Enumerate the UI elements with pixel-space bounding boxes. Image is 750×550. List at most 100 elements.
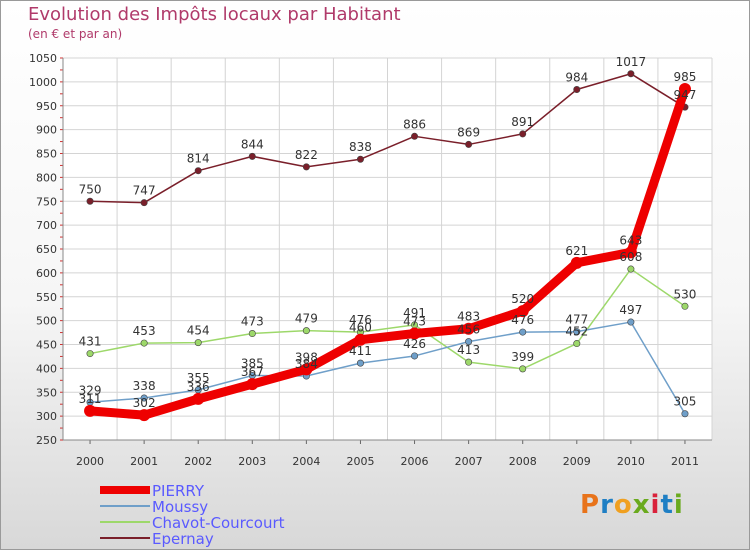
data-point-epernay <box>248 152 256 160</box>
data-point-chavot-courcourt <box>140 339 148 347</box>
data-label-chavot-courcourt: 413 <box>457 343 480 357</box>
data-point-chavot-courcourt <box>681 302 689 310</box>
y-tick-label: 1050 <box>29 52 57 65</box>
data-label-epernay: 750 <box>79 182 102 196</box>
data-point-moussy <box>465 338 473 346</box>
data-label-moussy: 385 <box>241 357 264 371</box>
data-point-pierry <box>678 83 691 96</box>
data-label-chavot-courcourt: 530 <box>674 287 697 301</box>
x-tick-label: 2002 <box>184 455 212 468</box>
data-label-chavot-courcourt: 473 <box>241 315 264 329</box>
data-point-chavot-courcourt <box>248 330 256 338</box>
data-label-pierry: 473 <box>403 315 426 329</box>
data-label-moussy: 329 <box>79 383 102 397</box>
data-label-pierry: 302 <box>133 396 156 410</box>
data-point-epernay <box>627 70 635 78</box>
data-point-epernay <box>302 163 310 171</box>
data-label-chavot-courcourt: 399 <box>511 350 534 364</box>
data-point-pierry <box>462 322 475 335</box>
data-label-epernay: 747 <box>133 184 156 198</box>
data-label-epernay: 1017 <box>616 55 647 69</box>
logo-letter: x <box>632 490 651 520</box>
data-label-pierry: 643 <box>619 233 642 247</box>
data-label-chavot-courcourt: 454 <box>187 324 210 338</box>
data-label-pierry: 367 <box>241 365 264 379</box>
data-point-moussy <box>356 359 364 367</box>
legend-label-epernay: Epernay <box>152 530 214 548</box>
legend-swatch-epernay <box>100 537 150 539</box>
data-point-pierry <box>570 256 583 269</box>
logo-letter: i <box>673 490 684 520</box>
data-point-chavot-courcourt <box>86 350 94 358</box>
data-point-chavot-courcourt <box>519 365 527 373</box>
y-tick-label: 800 <box>36 171 57 184</box>
data-label-epernay: 869 <box>457 125 480 139</box>
chart-subtitle: (en € et par an) <box>28 27 123 41</box>
y-tick-label: 1000 <box>29 76 57 89</box>
data-point-chavot-courcourt <box>627 265 635 273</box>
x-tick-label: 2003 <box>238 455 266 468</box>
y-tick-label: 650 <box>36 243 57 256</box>
logo-letter: o <box>613 490 633 520</box>
data-label-pierry: 311 <box>79 392 102 406</box>
x-tick-label: 2001 <box>130 455 158 468</box>
logo-letter: P <box>580 490 601 520</box>
data-label-epernay: 886 <box>403 117 426 131</box>
data-label-pierry: 460 <box>349 321 372 335</box>
data-point-pierry <box>354 333 367 346</box>
y-tick-label: 600 <box>36 267 57 280</box>
y-tick-label: 300 <box>36 410 57 423</box>
data-label-moussy: 305 <box>674 395 697 409</box>
data-label-moussy: 384 <box>295 357 318 371</box>
y-tick-label: 350 <box>36 386 57 399</box>
logo-letter: t <box>660 490 674 520</box>
y-tick-label: 250 <box>36 434 57 447</box>
legend-label-pierry: PIERRY <box>152 482 204 500</box>
data-label-moussy: 411 <box>349 344 372 358</box>
x-tick-label: 2000 <box>76 455 104 468</box>
data-label-moussy: 477 <box>565 313 588 327</box>
data-label-chavot-courcourt: 453 <box>133 324 156 338</box>
data-point-pierry <box>192 392 205 405</box>
data-label-chavot-courcourt: 431 <box>79 335 102 349</box>
data-point-epernay <box>194 167 202 175</box>
data-label-pierry: 483 <box>457 310 480 324</box>
y-tick-label: 450 <box>36 339 57 352</box>
data-point-pierry <box>624 246 637 259</box>
data-label-epernay: 814 <box>187 152 210 166</box>
data-point-pierry <box>246 378 259 391</box>
data-label-moussy: 476 <box>511 313 534 327</box>
data-label-moussy: 355 <box>187 371 210 385</box>
data-point-chavot-courcourt <box>573 340 581 348</box>
x-tick-label: 2007 <box>455 455 483 468</box>
data-point-epernay <box>356 155 364 163</box>
data-label-epernay: 891 <box>511 115 534 129</box>
data-point-pierry <box>408 327 421 340</box>
data-label-epernay: 844 <box>241 137 264 151</box>
y-tick-label: 700 <box>36 219 57 232</box>
data-point-epernay <box>465 140 473 148</box>
data-label-chavot-courcourt: 491 <box>403 306 426 320</box>
x-tick-label: 2008 <box>509 455 537 468</box>
x-tick-label: 2006 <box>401 455 429 468</box>
logo-letter: r <box>600 490 614 520</box>
y-tick-label: 500 <box>36 315 57 328</box>
legend-label-chavot-courcourt: Chavot-Courcourt <box>152 514 285 532</box>
x-tick-label: 2004 <box>292 455 320 468</box>
data-label-pierry: 398 <box>295 350 318 364</box>
data-point-pierry <box>516 305 529 318</box>
y-tick-label: 750 <box>36 195 57 208</box>
x-tick-label: 2009 <box>563 455 591 468</box>
data-label-epernay: 984 <box>565 71 588 85</box>
legend-swatch-pierry <box>100 486 150 494</box>
data-label-moussy: 497 <box>619 303 642 317</box>
data-point-moussy <box>140 394 148 402</box>
data-point-chavot-courcourt <box>194 339 202 347</box>
data-label-epernay: 822 <box>295 148 318 162</box>
y-tick-label: 900 <box>36 124 57 137</box>
data-point-epernay <box>411 132 419 140</box>
data-point-pierry <box>84 404 97 417</box>
data-label-pierry: 520 <box>511 292 534 306</box>
data-label-chavot-courcourt: 479 <box>295 312 318 326</box>
